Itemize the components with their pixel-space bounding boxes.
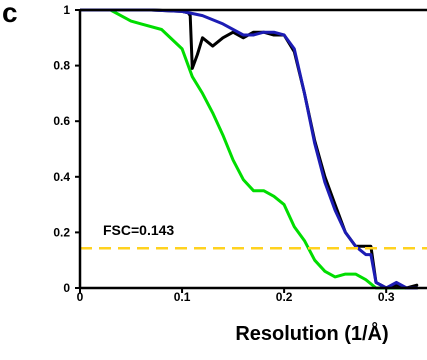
panel-label: c — [2, 0, 18, 28]
fsc-curve-2 — [80, 8, 419, 290]
axes — [78, 8, 427, 290]
fsc-curve-1 — [80, 8, 419, 290]
y-tick-label: 0.4 — [53, 170, 70, 184]
y-tick-label: 0.6 — [53, 114, 70, 128]
threshold-label: FSC=0.143 — [103, 222, 174, 238]
y-tick-label: 0.8 — [53, 59, 70, 73]
x-tick-label: 0.1 — [174, 290, 191, 304]
plot-area — [80, 8, 419, 290]
y-tick-label: 1 — [63, 3, 70, 17]
fsc-curve-3 — [80, 8, 419, 290]
tick-group: 0 0.2 0.4 0.6 0.8 1 0 0.1 0.2 0.3 — [53, 3, 395, 304]
y-tick-label: 0.2 — [53, 225, 70, 239]
y-tick-label: 0 — [63, 281, 70, 295]
x-tick-label: 0.3 — [378, 290, 395, 304]
x-tick-label: 0 — [77, 290, 84, 304]
x-axis-title: Resolution (1/Å) — [235, 321, 388, 345]
x-tick-label: 0.2 — [276, 290, 293, 304]
